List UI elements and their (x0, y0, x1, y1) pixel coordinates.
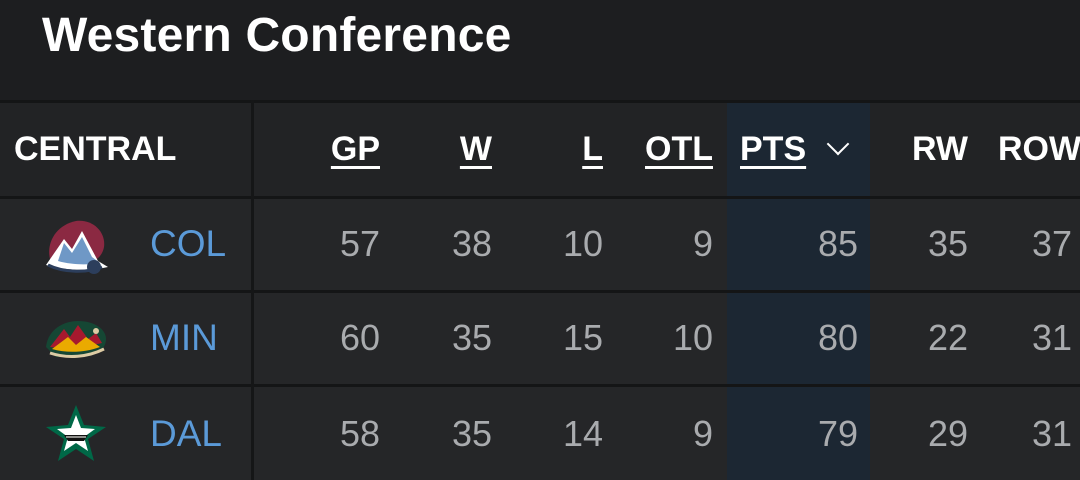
table-row[interactable]: COL 57 38 10 9 85 35 37 (0, 196, 1080, 288)
cell-w: 35 (451, 412, 492, 454)
cell-w: 35 (451, 316, 492, 358)
team-link-min[interactable]: MIN (150, 316, 218, 358)
cell-w: 38 (451, 222, 492, 264)
team-link-col[interactable]: COL (150, 222, 227, 264)
cell-rw: 29 (927, 412, 968, 454)
cell-pts: 80 (817, 316, 858, 358)
column-header-pts[interactable]: PTS (740, 103, 870, 196)
chevron-down-icon (826, 132, 850, 155)
cell-gp: 60 (339, 316, 380, 358)
column-header-l[interactable]: L (582, 130, 603, 168)
cell-row: 37 (1032, 222, 1073, 264)
cell-row: 31 (1032, 412, 1073, 454)
cell-gp: 57 (339, 222, 380, 264)
cell-rw: 35 (927, 222, 968, 264)
avalanche-logo-icon (46, 220, 108, 274)
division-label: CENTRAL (14, 130, 177, 168)
standings-table: CENTRAL GP W L OTL PTS RW ROW COL 57 38 (0, 100, 1080, 480)
team-link-dal[interactable]: DAL (150, 412, 222, 454)
page-title: Western Conference (42, 9, 512, 62)
cell-row: 31 (1032, 316, 1073, 358)
cell-gp: 58 (339, 412, 380, 454)
column-header-otl[interactable]: OTL (645, 130, 713, 168)
cell-otl: 9 (692, 412, 713, 454)
cell-l: 10 (562, 222, 603, 264)
column-header-row[interactable]: ROW (998, 130, 1080, 168)
column-divider (251, 100, 254, 480)
column-header-pts-label: PTS (740, 130, 807, 168)
table-row[interactable]: DAL 58 35 14 9 79 29 31 (0, 384, 1080, 480)
cell-l: 14 (562, 412, 603, 454)
cell-otl: 9 (692, 222, 713, 264)
stars-logo-icon (46, 405, 106, 461)
cell-pts: 85 (817, 222, 858, 264)
column-header-gp[interactable]: GP (330, 130, 380, 168)
table-row[interactable]: MIN 60 35 15 10 80 22 31 (0, 290, 1080, 382)
table-header-row: CENTRAL GP W L OTL PTS RW ROW (0, 100, 1080, 196)
column-header-rw[interactable]: RW (911, 130, 968, 168)
cell-pts: 79 (817, 412, 858, 454)
cell-rw: 22 (927, 316, 968, 358)
cell-l: 15 (562, 316, 603, 358)
cell-otl: 10 (672, 316, 713, 358)
column-header-w[interactable]: W (459, 130, 492, 168)
wild-logo-icon (46, 321, 106, 358)
